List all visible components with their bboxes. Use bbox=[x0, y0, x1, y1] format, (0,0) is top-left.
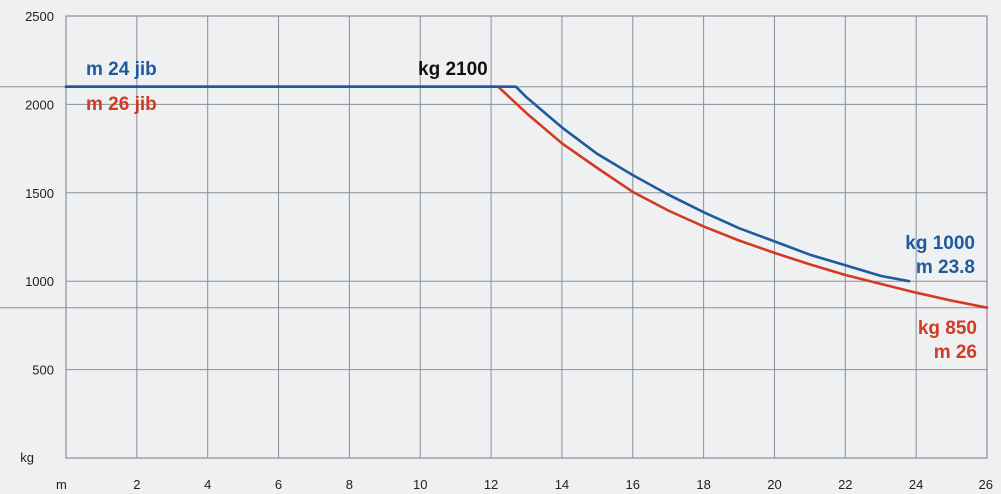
x-tick-label: 14 bbox=[555, 477, 569, 492]
x-tick-label: 6 bbox=[275, 477, 282, 492]
y-tick-label: 500 bbox=[32, 363, 54, 378]
max-load-label: kg 2100 bbox=[418, 59, 488, 80]
x-tick-label: 2 bbox=[133, 477, 140, 492]
y-axis-label: kg bbox=[20, 450, 34, 465]
m24-series-label: m 24 jib bbox=[86, 59, 157, 80]
x-tick-label: 24 bbox=[909, 477, 923, 492]
x-tick-label: 22 bbox=[838, 477, 852, 492]
x-tick-label: 16 bbox=[626, 477, 640, 492]
series-line bbox=[64, 85, 911, 283]
m24-end-load-label: kg 1000 bbox=[905, 233, 975, 254]
y-tick-label: 1500 bbox=[25, 186, 54, 201]
x-tick-label: 26 bbox=[979, 477, 993, 492]
x-tick-label: 20 bbox=[767, 477, 781, 492]
x-tick-label: 10 bbox=[413, 477, 427, 492]
y-tick-label: 1000 bbox=[25, 274, 54, 289]
y-tick-label: 2000 bbox=[25, 97, 54, 112]
y-tick-label: 2500 bbox=[25, 9, 54, 24]
x-tick-label: 12 bbox=[484, 477, 498, 492]
m26-series-label: m 26 jib bbox=[86, 94, 157, 115]
series-line bbox=[64, 85, 989, 310]
x-axis-label: m bbox=[56, 477, 67, 492]
m24-end-radius-label: m 23.8 bbox=[916, 257, 975, 278]
series-lines bbox=[64, 85, 989, 310]
m26-end-radius-label: m 26 bbox=[934, 342, 977, 363]
tick-labels: 2 4 6 8 10 12 14 16 18 20 22 24 26500100015002000250… bbox=[25, 9, 993, 492]
x-tick-label: 4 bbox=[204, 477, 211, 492]
x-tick-label: 18 bbox=[696, 477, 710, 492]
grid bbox=[0, 15, 988, 459]
x-tick-label: 8 bbox=[346, 477, 353, 492]
m26-end-load-label: kg 850 bbox=[918, 318, 977, 339]
